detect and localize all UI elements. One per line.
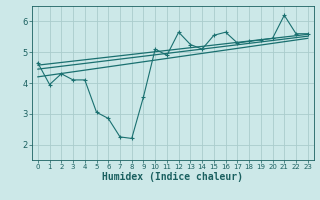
X-axis label: Humidex (Indice chaleur): Humidex (Indice chaleur) [102,172,243,182]
